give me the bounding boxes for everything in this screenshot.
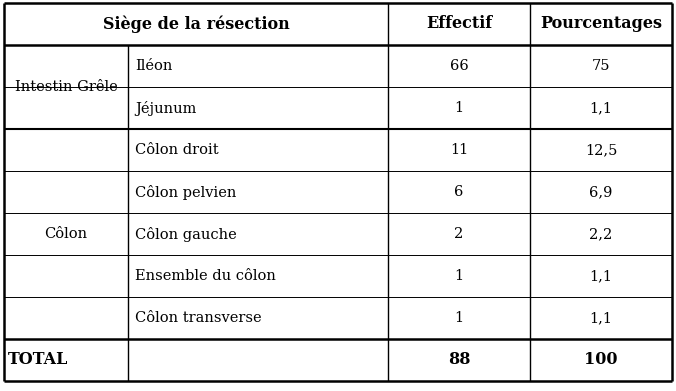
Text: 100: 100 — [584, 352, 618, 368]
Text: 1,1: 1,1 — [589, 269, 612, 283]
Text: Ensemble du côlon: Ensemble du côlon — [135, 269, 276, 283]
Text: Côlon pelvien: Côlon pelvien — [135, 185, 237, 199]
Text: 75: 75 — [592, 59, 610, 73]
Text: 2,2: 2,2 — [589, 227, 612, 241]
Text: 11: 11 — [450, 143, 468, 157]
Text: Siège de la résection: Siège de la résection — [103, 15, 289, 33]
Text: 1: 1 — [454, 101, 464, 115]
Text: 88: 88 — [448, 352, 470, 368]
Text: Côlon transverse: Côlon transverse — [135, 311, 262, 325]
Text: Effectif: Effectif — [426, 16, 492, 32]
Text: 2: 2 — [454, 227, 464, 241]
Text: 1: 1 — [454, 311, 464, 325]
Text: 12,5: 12,5 — [585, 143, 617, 157]
Text: 1,1: 1,1 — [589, 101, 612, 115]
Text: 6,9: 6,9 — [589, 185, 612, 199]
Text: Côlon gauche: Côlon gauche — [135, 226, 237, 242]
Text: 66: 66 — [450, 59, 468, 73]
Text: 1,1: 1,1 — [589, 311, 612, 325]
Text: Côlon: Côlon — [45, 227, 88, 241]
Text: TOTAL: TOTAL — [8, 352, 68, 368]
Text: 6: 6 — [454, 185, 464, 199]
Text: Pourcentages: Pourcentages — [540, 16, 662, 32]
Text: Intestin Grêle: Intestin Grêle — [15, 80, 118, 94]
Text: Iléon: Iléon — [135, 59, 172, 73]
Text: 1: 1 — [454, 269, 464, 283]
Text: Jéjunum: Jéjunum — [135, 100, 196, 115]
Text: Côlon droit: Côlon droit — [135, 143, 218, 157]
